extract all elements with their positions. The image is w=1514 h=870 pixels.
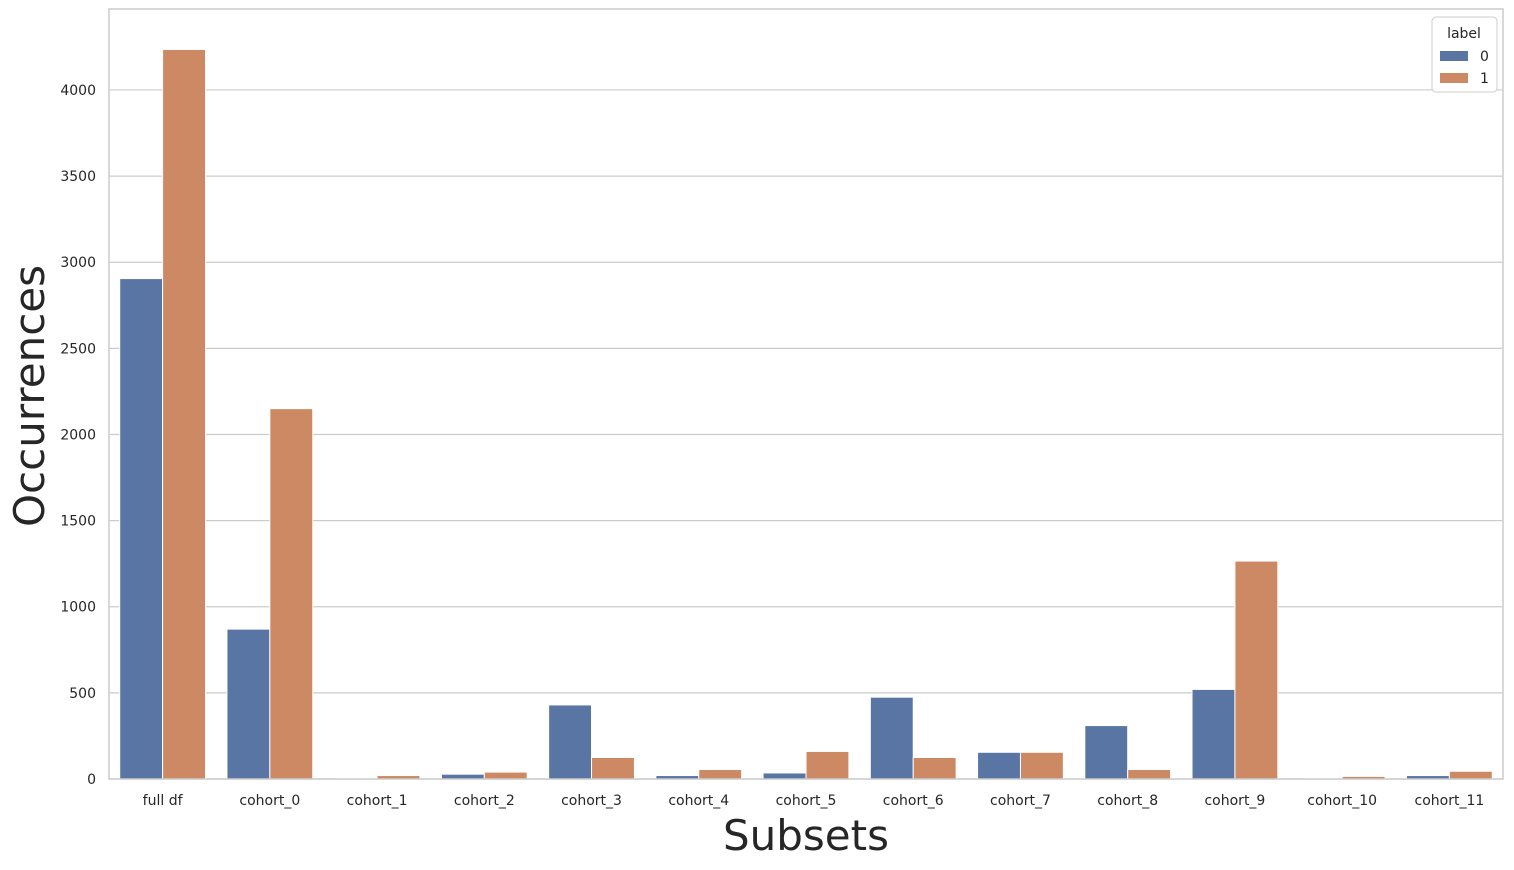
x-tick-label: cohort_6 [883,793,944,809]
x-tick-label: cohort_2 [454,793,515,809]
x-axis-title: Subsets [723,811,889,860]
y-tick-label: 1000 [60,600,96,616]
y-tick-label: 2500 [60,341,96,357]
bar-cohort_0-label-1 [269,408,314,780]
x-tick-label: cohort_9 [1204,793,1265,809]
x-tick-labels: full df cohort_0 cohort_1 cohort_2 cohort_3 c… [143,793,1485,809]
gridlines [109,89,1503,780]
y-tick-label: 0 [87,772,96,788]
x-tick-label: cohort_4 [668,793,729,809]
legend-entry-1: 1 [1480,71,1489,87]
bar-cohort_0-label-0 [226,628,271,780]
bar-cohort_8-label-1 [1127,769,1172,780]
bar-cohort_5-label-0 [762,772,807,780]
bar-full df-label-1 [162,48,207,780]
legend: label 0 1 [1431,16,1498,93]
y-tick-label: 3500 [60,169,96,185]
y-tick-label: 2000 [60,427,96,443]
x-tick-label: cohort_11 [1415,793,1485,809]
legend-entry-0: 0 [1480,49,1489,65]
y-axis-title: Occurrences [5,265,54,527]
y-tick-label: 3000 [60,255,96,271]
x-tick-label: cohort_3 [561,793,622,809]
x-tick-label: cohort_0 [239,793,300,809]
x-tick-label: full df [143,793,184,809]
legend-swatch-1 [1440,73,1468,83]
y-tick-label: 4000 [60,83,96,99]
bar-cohort_5-label-1 [805,750,850,780]
bar-cohort_6-label-0 [869,696,914,780]
x-tick-label: cohort_7 [990,793,1051,809]
y-tick-label: 1500 [60,514,96,530]
y-tick-label: 500 [69,686,96,702]
x-tick-label: cohort_10 [1307,793,1377,809]
bar-cohort_8-label-0 [1084,725,1129,780]
bar-cohort_9-label-0 [1191,688,1236,780]
x-tick-label: cohort_8 [1097,793,1158,809]
legend-title: label [1447,26,1481,42]
bar-cohort_3-label-0 [548,704,593,780]
bar-cohort_4-label-1 [698,769,743,780]
bars [119,48,1493,780]
bar-cohort_2-label-1 [483,771,528,780]
y-tick-labels: 0 500 1000 1500 2000 2500 3000 3500 4000 [60,83,96,788]
bar-cohort_3-label-1 [591,756,635,780]
x-tick-label: cohort_1 [347,793,408,809]
bar-cohort_11-label-1 [1448,770,1493,780]
bar-cohort_6-label-1 [912,756,957,780]
bar-cohort_9-label-1 [1234,560,1279,780]
bar-cohort_7-label-0 [977,751,1021,780]
bar-full df-label-0 [119,278,164,780]
plot-frame [108,8,1504,780]
x-tick-label: cohort_5 [776,793,837,809]
bar-cohort_7-label-1 [1019,751,1064,780]
legend-swatch-0 [1440,51,1468,61]
